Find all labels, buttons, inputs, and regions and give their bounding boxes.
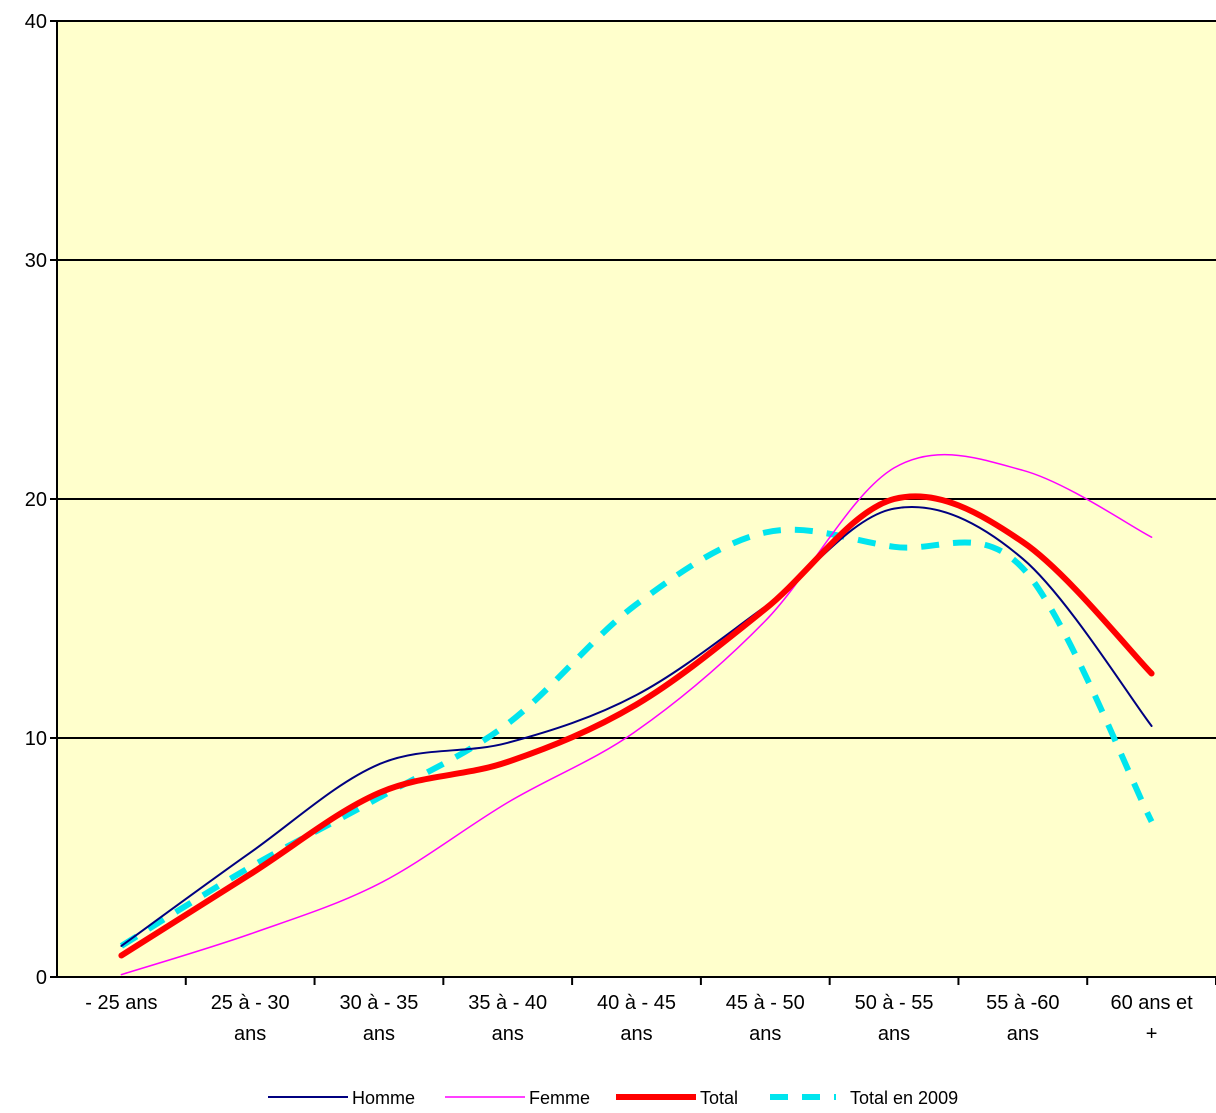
gridlines xyxy=(57,20,1216,739)
x-tick-label: 35 à - 40 ans xyxy=(468,992,547,1045)
x-tick-label: 50 à - 55 ans xyxy=(855,992,934,1045)
legend-item-homme: Homme xyxy=(268,1088,415,1108)
y-tick-label: 0 xyxy=(36,967,47,989)
legend-label: Femme xyxy=(529,1088,590,1108)
x-tick-label: 25 à - 30 ans xyxy=(211,992,290,1045)
x-tick-label: 60 ans et + xyxy=(1110,992,1193,1045)
legend-label: Total xyxy=(700,1088,738,1108)
x-tick-label: 40 à - 45 ans xyxy=(597,992,676,1045)
legend-item-total-en-2009: Total en 2009 xyxy=(770,1088,958,1108)
x-axis-tick-labels: - 25 ans 25 à - 30 ans 30 à - 35 ans 35 à - 4… xyxy=(85,992,1193,1045)
y-axis-tick-labels: 0 10 20 30 40 xyxy=(25,11,47,989)
x-tick-label: 30 à - 35 ans xyxy=(339,992,418,1045)
series-line-total xyxy=(118,493,1155,959)
y-tick-label: 30 xyxy=(25,250,47,272)
legend-label: Total en 2009 xyxy=(850,1088,958,1108)
axes xyxy=(50,20,1216,985)
legend: Homme Femme Total Total en 2009 xyxy=(268,1088,958,1108)
series-line-femme xyxy=(120,453,1153,976)
legend-label: Homme xyxy=(352,1088,415,1108)
x-tick-label: 45 à - 50 ans xyxy=(726,992,805,1045)
x-tick-label: - 25 ans xyxy=(85,992,157,1014)
y-tick-label: 40 xyxy=(25,11,47,33)
x-tick-label: 55 à -60 ans xyxy=(986,992,1059,1045)
legend-item-total: Total xyxy=(616,1088,738,1108)
y-tick-label: 20 xyxy=(25,489,47,511)
y-tick-label: 10 xyxy=(25,728,47,750)
legend-item-femme: Femme xyxy=(445,1088,590,1108)
series-line-homme xyxy=(120,505,1153,947)
series-layer xyxy=(118,453,1155,976)
